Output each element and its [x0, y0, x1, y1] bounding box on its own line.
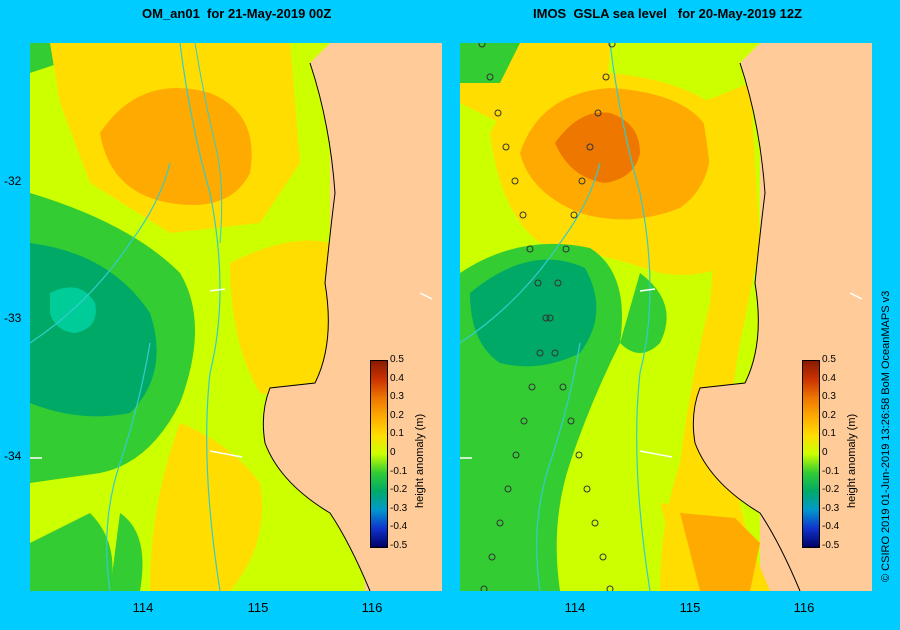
colorbar-tick-label: -0.5 — [390, 540, 408, 551]
credit-text: © CSIRO 2019 01-Jun-2019 13:26:58 BoM Oc… — [880, 290, 892, 582]
right-sea-level-map — [460, 43, 872, 591]
right-longitude-label-114: 114 — [564, 600, 586, 615]
left-longitude-label-116: 116 — [361, 600, 383, 615]
colorbar-tick-label: 0.2 — [390, 409, 404, 421]
right-contour-field — [460, 43, 872, 591]
colorbar-tick-label: -0.3 — [390, 502, 408, 514]
colorbar-tick-label: 0.4 — [390, 372, 404, 384]
colorbar-tick-label: -0.4 — [822, 521, 840, 533]
colorbar-tick-label: 0.4 — [822, 372, 836, 384]
colorbar-tick-label: -0.2 — [822, 484, 840, 496]
right-longitude-label-115: 115 — [679, 600, 701, 615]
latitude-label-33: -33 — [4, 311, 22, 325]
latitude-label-32: -32 — [4, 174, 22, 188]
colorbar-tick-label: 0.3 — [822, 391, 836, 403]
left-longitude-label-115: 115 — [247, 600, 269, 615]
colorbar-tick-label: 0.3 — [390, 391, 404, 403]
left-colorbar-label: height anomaly (m) — [414, 413, 426, 508]
colorbar-tick-label: 0.1 — [390, 428, 404, 440]
left-contour-field — [30, 43, 442, 591]
colorbar-tick-label: -0.1 — [822, 465, 840, 477]
colorbar-tick-label: -0.5 — [822, 540, 840, 551]
right-colorbar-label: height anomaly (m) — [846, 413, 858, 508]
left-colorbar — [370, 360, 388, 548]
right-map-title: IMOS GSLA sea level for 20-May-2019 12Z — [533, 6, 803, 21]
colorbar-tick-label: -0.3 — [822, 502, 840, 514]
colorbar-tick-label: 0.2 — [822, 409, 836, 421]
current-arrow — [639, 450, 673, 458]
right-longitude-label-116: 116 — [793, 600, 815, 615]
colorbar-tick-label: -0.2 — [390, 484, 408, 496]
right-colorbar — [802, 360, 820, 548]
current-arrow — [209, 450, 243, 458]
left-longitude-label-114: 114 — [132, 600, 154, 615]
colorbar-tick-label: -0.4 — [390, 521, 408, 533]
current-arrow — [639, 288, 656, 292]
colorbar-tick-label: 0 — [390, 447, 396, 458]
colorbar-tick-label: 0 — [822, 447, 828, 458]
colorbar-tick-label: 0.1 — [822, 428, 836, 440]
current-arrow — [209, 288, 226, 292]
left-sea-level-map — [30, 43, 442, 591]
colorbar-tick-label: 0.5 — [390, 354, 404, 365]
altimetry-track-points — [478, 43, 616, 591]
current-arrow — [849, 292, 863, 300]
colorbar-tick-label: -0.1 — [390, 465, 408, 477]
colorbar-tick-label: 0.5 — [822, 354, 836, 365]
latitude-label-34: -34 — [4, 449, 22, 463]
current-arrow — [419, 292, 433, 300]
left-map-title: OM_an01 for 21-May-2019 00Z — [142, 6, 332, 21]
